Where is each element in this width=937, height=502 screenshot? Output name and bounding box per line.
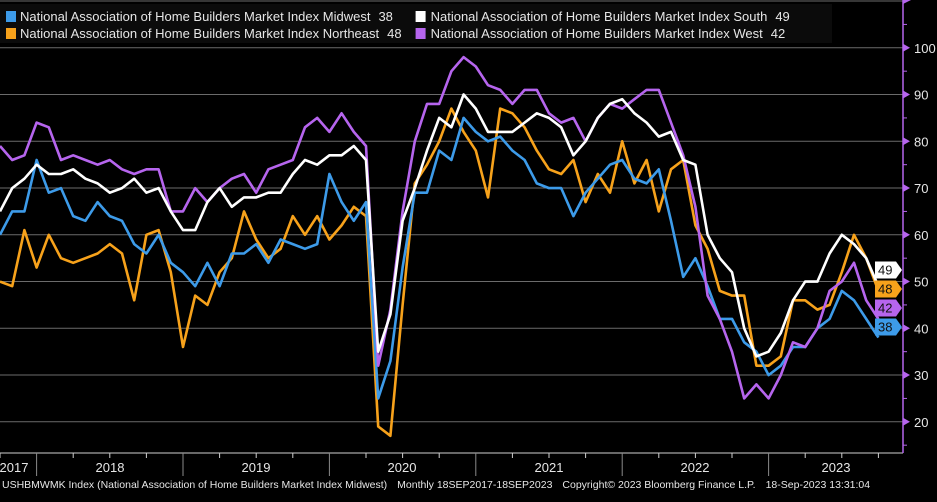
x-tick-label: 2019	[242, 460, 271, 475]
footer: USHBMWMK Index (National Association of …	[2, 479, 870, 491]
y-tick-marker-icon	[903, 230, 910, 239]
x-axis: 2017 2018 2019 2020 2021 2022 2023	[0, 452, 903, 476]
tag-background	[875, 280, 902, 298]
tag-background	[875, 261, 902, 279]
x-tick-label: 2018	[96, 460, 125, 475]
y-tick-label: 20	[914, 415, 928, 430]
y-tick-label: 50	[914, 275, 928, 290]
tag-background	[875, 299, 902, 317]
footer-timestamp: 18-Sep-2023 13:31:04	[766, 479, 871, 491]
legend-swatch-northeast	[6, 28, 16, 39]
legend-label-northeast: National Association of Home Builders Ma…	[20, 26, 380, 41]
legend-swatch-west	[415, 28, 426, 39]
legend-label-midwest: National Association of Home Builders Ma…	[20, 9, 371, 24]
y-tick-marker-icon	[903, 371, 910, 380]
x-tick-label: 2022	[681, 460, 710, 475]
series-line-midwest	[0, 116, 880, 400]
tag-value: 42	[878, 301, 892, 316]
legend-value-south: 49	[775, 9, 789, 24]
last-value-tag-northeast: 48	[875, 280, 902, 298]
footer-period: Monthly 18SEP2017-18SEP2023	[397, 479, 552, 491]
legend-label-south: National Association of Home Builders Ma…	[431, 9, 768, 24]
legend-label-west: National Association of Home Builders Ma…	[431, 26, 764, 41]
y-tick-label: 40	[914, 321, 928, 336]
y-tick-label: 80	[914, 134, 928, 149]
last-value-tag-west: 42	[875, 299, 902, 317]
series-lines	[0, 55, 880, 438]
series-line-south	[0, 93, 880, 358]
y-axis-top-marker-icon	[903, 0, 911, 4]
x-tick-label: 2023	[822, 460, 851, 475]
tag-background	[875, 318, 902, 336]
legend-swatch-south	[415, 11, 426, 22]
legend-item-west[interactable]: National Association of Home Builders Ma…	[415, 26, 786, 41]
y-tick-marker-icon	[903, 277, 910, 286]
legend-value-northeast: 48	[387, 26, 401, 41]
legend-value-midwest: 38	[378, 9, 392, 24]
legend-item-northeast[interactable]: National Association of Home Builders Ma…	[6, 26, 402, 41]
y-tick-marker-icon	[903, 184, 910, 193]
last-value-tags: 49 48 42 38	[875, 261, 902, 336]
y-tick-marker-icon	[903, 137, 910, 146]
y-tick-label: 60	[914, 228, 928, 243]
y-tick-label: 30	[914, 368, 928, 383]
footer-security: USHBMWMK Index (National Association of …	[2, 479, 387, 491]
y-tick-marker-icon	[903, 90, 910, 99]
tag-value: 48	[878, 282, 892, 297]
x-tick-label: 2020	[388, 460, 417, 475]
footer-copyright: Copyright© 2023 Bloomberg Finance L.P.	[562, 479, 755, 491]
series-line-west	[0, 55, 880, 400]
y-tick-label: 70	[914, 181, 928, 196]
legend-item-south[interactable]: National Association of Home Builders Ma…	[415, 9, 790, 24]
y-tick-label: 100	[914, 41, 936, 56]
tag-value: 38	[878, 320, 892, 335]
legend-value-west: 42	[771, 26, 785, 41]
y-axis: 20 30 40 50 60 70 80 90 100	[903, 23, 936, 446]
x-tick-label: 2021	[535, 460, 564, 475]
x-tick-label: 2017	[0, 460, 28, 475]
series-line-northeast	[0, 107, 880, 438]
tag-value: 49	[878, 263, 892, 278]
y-tick-marker-icon	[903, 43, 910, 52]
legend: National Association of Home Builders Ma…	[0, 4, 832, 43]
last-value-tag-midwest: 38	[875, 318, 902, 336]
y-tick-label: 90	[914, 88, 928, 103]
legend-swatch-midwest	[6, 11, 16, 22]
last-value-tag-south: 49	[875, 261, 902, 279]
gridlines	[0, 47, 903, 423]
legend-item-midwest[interactable]: National Association of Home Builders Ma…	[6, 9, 393, 24]
y-tick-marker-icon	[903, 417, 910, 426]
y-tick-marker-icon	[903, 324, 910, 333]
